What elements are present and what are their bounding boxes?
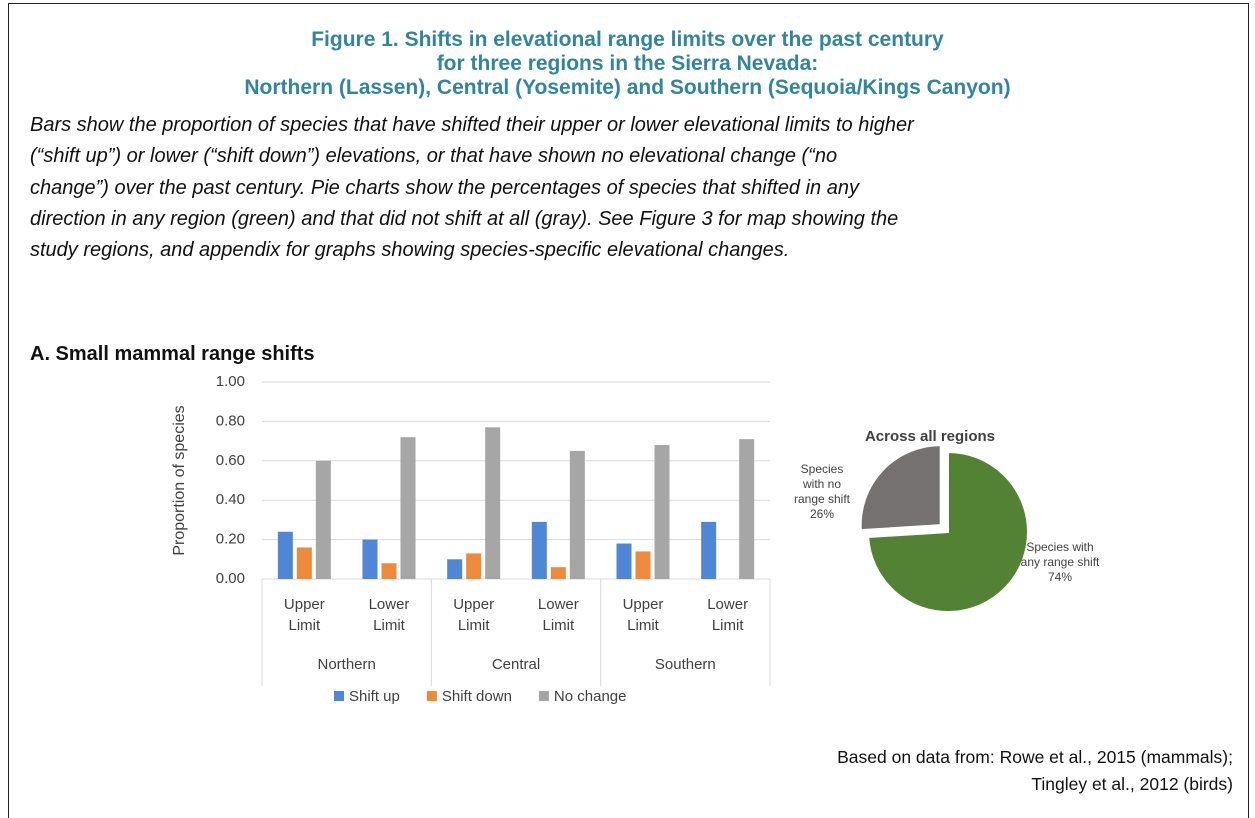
bar: [447, 559, 463, 579]
legend-swatch: [426, 691, 437, 701]
caption-line: direction in any region (green) and that…: [30, 207, 899, 230]
caption-line: study regions, and appendix for graphs s…: [30, 239, 790, 262]
pie-label: Species with any range shift: [1020, 540, 1100, 569]
bar: [550, 567, 566, 579]
y-tick-label: 0.80: [216, 412, 245, 429]
bar: [485, 427, 501, 579]
bar: [400, 437, 416, 579]
x-tick-label: Lower Limit: [368, 596, 410, 634]
pie-value-label: 26%: [809, 507, 835, 521]
y-tick-label: 0.20: [216, 531, 245, 548]
y-tick-label: 0.00: [216, 570, 245, 587]
x-tick-label: Upper Limit: [283, 596, 325, 634]
y-tick-label: 0.40: [216, 491, 245, 508]
title-line: Figure 1. Shifts in elevational range li…: [311, 28, 944, 51]
title-line: for three regions in the Sierra Nevada:: [436, 52, 819, 75]
x-tick-label: Lower Limit: [537, 596, 579, 634]
bar: [616, 543, 632, 579]
caption-line: change”) over the past century. Pie char…: [30, 176, 859, 199]
x-tick-label: Upper Limit: [453, 596, 495, 634]
legend-label: Shift up: [349, 688, 400, 705]
group-label: Northern: [317, 656, 375, 673]
bar: [569, 450, 585, 579]
pie-value-label: 74%: [1047, 570, 1073, 584]
source-line: Tingley et al., 2012 (birds): [1031, 774, 1233, 794]
bar: [654, 445, 670, 579]
bar: [635, 551, 651, 579]
legend-swatch: [334, 691, 344, 701]
pie-slice: [859, 444, 942, 532]
bar: [362, 539, 378, 579]
bar: [381, 563, 397, 579]
pie-slice: [867, 450, 1029, 613]
figure-frame: [8, 3, 1249, 818]
x-tick-label: Upper Limit: [622, 596, 664, 634]
group-label: Southern: [655, 656, 716, 673]
y-axis-title: Proportion of species: [171, 405, 188, 555]
x-tick-label: Lower Limit: [707, 596, 749, 634]
y-tick-label: 0.60: [216, 452, 245, 469]
bar: [739, 439, 755, 579]
title-line: Northern (Lassen), Central (Yosemite) an…: [244, 76, 1011, 99]
bar: [296, 547, 312, 579]
legend-swatch: [538, 691, 549, 701]
caption-line: (“shift up”) or lower (“shift down”) ele…: [30, 145, 838, 168]
legend-label: Shift down: [442, 688, 512, 705]
bar: [277, 531, 293, 579]
pie-label: Species with no range shift: [793, 462, 851, 506]
bar: [466, 553, 482, 579]
caption-line: Bars show the proportion of species that…: [30, 114, 914, 136]
pie-title: Across all regions: [865, 428, 995, 445]
legend-label: No change: [554, 688, 627, 705]
group-label: Central: [492, 656, 540, 673]
section-title: A. Small mammal range shifts: [30, 343, 315, 365]
y-tick-label: 1.00: [216, 373, 245, 390]
bar: [315, 460, 331, 579]
source-line: Based on data from: Rowe et al., 2015 (m…: [837, 747, 1233, 767]
bar: [531, 521, 547, 579]
bar: [701, 521, 717, 579]
